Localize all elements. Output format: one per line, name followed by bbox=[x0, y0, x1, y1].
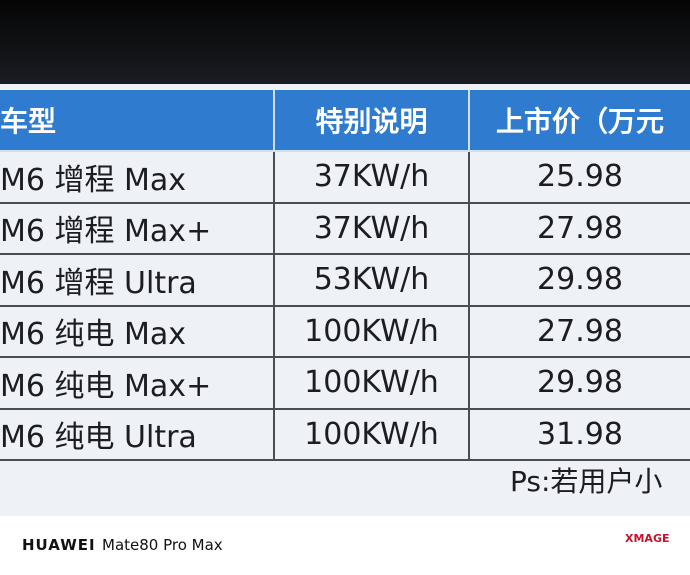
model: Mate80 Pro Max bbox=[102, 536, 223, 554]
logo: XMAGE bbox=[625, 532, 670, 545]
brand: HUAWEI bbox=[22, 536, 96, 554]
table-cell: M6 增程 Ultra bbox=[0, 255, 275, 307]
table-cell: 100KW/h bbox=[275, 409, 470, 461]
table-cell: 53KW/h bbox=[275, 255, 470, 307]
table-cell: 100KW/h bbox=[275, 358, 470, 410]
header-cell: 车型 bbox=[0, 90, 275, 152]
dark-background bbox=[0, 0, 690, 84]
table-cell: M6 增程 Max bbox=[0, 152, 275, 204]
table-cell: M6 增程 Max+ bbox=[0, 203, 275, 255]
table-cell: 29.98 bbox=[470, 255, 690, 307]
table-cell: 27.98 bbox=[470, 307, 690, 358]
watermark-bar: HUAWEI Mate80 Pro Max XMAGE bbox=[0, 516, 690, 575]
table-cell: 100KW/h bbox=[275, 306, 470, 358]
table-cell: 37KW/h bbox=[275, 203, 470, 255]
table-cell: M6 纯电 Max bbox=[0, 306, 275, 358]
table-cell: 25.98 bbox=[470, 152, 690, 204]
header-cell: 特别说明 bbox=[275, 90, 470, 152]
table-cell: 31.98 bbox=[470, 410, 690, 461]
header-cell: 上市价（万元 bbox=[470, 90, 690, 152]
table-cell: 29.98 bbox=[470, 358, 690, 410]
table-cell: 37KW/h bbox=[275, 152, 470, 204]
table-cell: 27.98 bbox=[470, 204, 690, 255]
table-screen bbox=[0, 84, 690, 516]
table-cell: M6 纯电 Ultra bbox=[0, 409, 275, 461]
table-cell: M6 纯电 Max+ bbox=[0, 358, 275, 410]
note: Ps:若用户小 bbox=[510, 465, 663, 498]
